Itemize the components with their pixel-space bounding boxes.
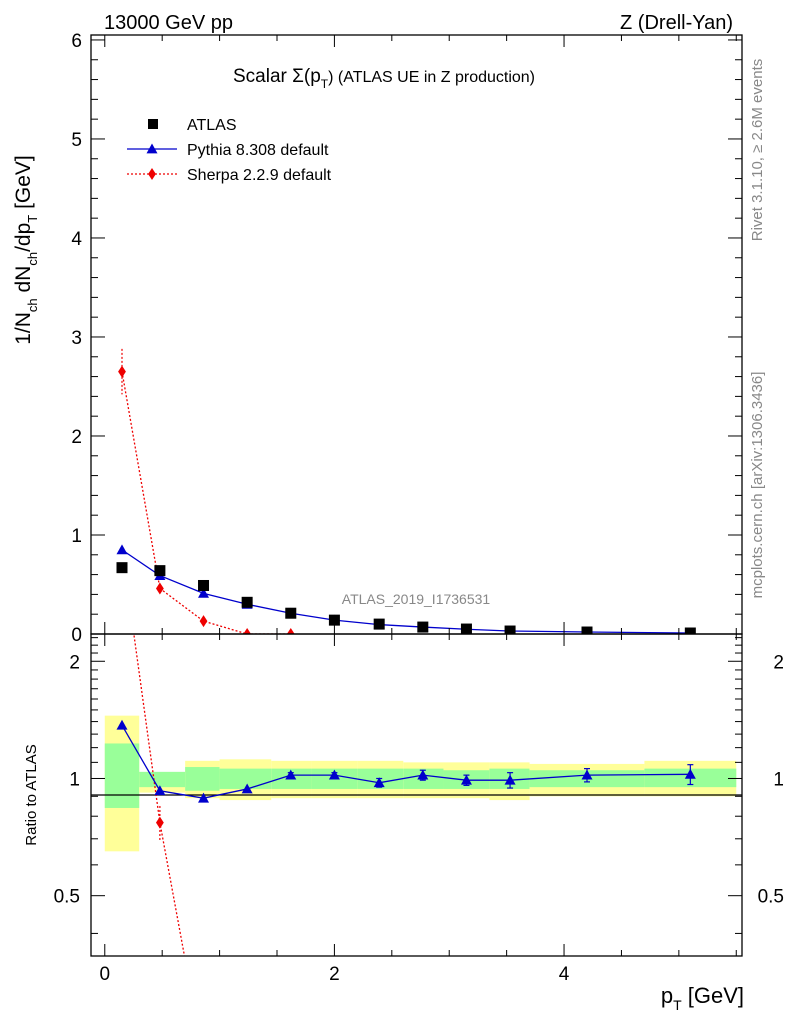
legend-entry: Sherpa 2.2.9 default bbox=[127, 167, 332, 184]
atlas-point bbox=[285, 607, 297, 619]
ratio-y-tick-label-right: 1 bbox=[773, 769, 784, 790]
sherpa-point bbox=[155, 582, 164, 595]
mcplots-label: mcplots.cern.ch [arXiv:1306.3436] bbox=[749, 372, 766, 599]
pythia-ratio-line bbox=[121, 724, 691, 799]
xlabel-p: p bbox=[661, 983, 673, 1008]
legend-entry: ATLAS bbox=[148, 117, 237, 134]
sherpa-point bbox=[243, 628, 252, 634]
rivet-label: Rivet 3.1.10, ≥ 2.6M events bbox=[749, 59, 766, 242]
sherpa-point bbox=[199, 615, 208, 628]
ratio-band-green bbox=[219, 768, 272, 789]
pythia-point bbox=[198, 587, 210, 598]
process-label: Z (Drell-Yan) bbox=[620, 12, 733, 34]
ratio-plot-layer bbox=[116, 634, 696, 956]
atlas-point bbox=[581, 626, 593, 634]
ylabel-c: /dp bbox=[12, 223, 35, 252]
ylabel-b: dN bbox=[12, 266, 35, 299]
main-y-tick-label: 4 bbox=[71, 229, 82, 250]
atlas-point bbox=[116, 562, 128, 574]
sherpa-point bbox=[286, 628, 295, 634]
pythia-ratio-point bbox=[285, 769, 297, 780]
xlabel-unit: [GeV] bbox=[682, 983, 744, 1008]
atlas-point bbox=[154, 565, 166, 577]
energy-label: 13000 GeV pp bbox=[104, 12, 233, 34]
analysis-watermark: ATLAS_2019_I1736531 bbox=[342, 591, 491, 607]
sherpa-point bbox=[118, 365, 126, 378]
atlas-point bbox=[504, 625, 516, 634]
plot-title-suffix: ) (ATLAS UE in Z production) bbox=[328, 69, 535, 86]
plot-title-sub: T bbox=[321, 77, 329, 91]
x-tick-label: 4 bbox=[559, 964, 570, 985]
ratio-band-green bbox=[185, 767, 220, 791]
atlas-point bbox=[241, 596, 253, 608]
legend-marker-sherpa bbox=[148, 168, 156, 180]
pythia-ratio-point bbox=[373, 777, 385, 788]
ylabel-b-sub: ch bbox=[25, 252, 40, 266]
pythia-ratio-point bbox=[241, 783, 253, 794]
atlas-point bbox=[460, 623, 472, 634]
pythia-ratio-point bbox=[460, 774, 472, 785]
atlas-point bbox=[684, 627, 696, 634]
sherpa-ratio-point bbox=[155, 816, 164, 829]
plot-title-prefix: Scalar bbox=[233, 66, 292, 87]
axis-ticks bbox=[91, 35, 742, 956]
pythia-ratio-point bbox=[504, 774, 516, 785]
axis-tick-labels: 0 2 4 0 1 2 3 4 5 6 0.5 0.5 1 1 2 2 bbox=[54, 31, 784, 985]
legend-marker-pythia bbox=[146, 143, 158, 154]
ylabel-d: [GeV] bbox=[12, 155, 35, 215]
main-y-tick-label: 1 bbox=[71, 526, 82, 547]
legend-label: Pythia 8.308 default bbox=[187, 142, 329, 159]
pythia-ratio-point bbox=[154, 785, 166, 796]
ratio-plot-frame bbox=[90, 633, 743, 957]
atlas-point bbox=[373, 618, 385, 630]
legend-label: Sherpa 2.2.9 default bbox=[187, 167, 332, 184]
main-y-tick-label: 5 bbox=[71, 130, 82, 151]
xlabel-sub: T bbox=[673, 997, 682, 1013]
pythia-ratio-point bbox=[417, 769, 429, 780]
x-tick-label: 2 bbox=[329, 964, 340, 985]
pythia-ratio-point bbox=[116, 719, 128, 730]
ratio-y-axis-label: Ratio to ATLAS bbox=[23, 744, 40, 845]
pythia-line bbox=[121, 549, 691, 634]
main-y-tick-label: 3 bbox=[71, 328, 82, 349]
ratio-y-tick-label-left: 2 bbox=[69, 652, 80, 673]
pythia-ratio-point bbox=[581, 769, 593, 780]
legend-marker-atlas bbox=[148, 119, 158, 129]
main-y-tick-label: 6 bbox=[71, 31, 82, 52]
legend-label: ATLAS bbox=[187, 117, 237, 134]
ratio-y-tick-label-right: 2 bbox=[773, 652, 784, 673]
x-axis-label: pT [GeV] bbox=[661, 983, 744, 1013]
main-y-axis-label: 1/Nch dNch/dpT [GeV] bbox=[12, 155, 40, 345]
atlas-point bbox=[198, 579, 210, 591]
ratio-y-tick-label-left: 0.5 bbox=[54, 887, 80, 908]
ratio-band-green bbox=[104, 743, 140, 808]
pythia-ratio-point bbox=[328, 769, 340, 780]
pythia-point bbox=[116, 544, 128, 555]
legend: ATLAS Pythia 8.308 default Sherpa 2.2.9 de… bbox=[127, 117, 332, 184]
legend-entry: Pythia 8.308 default bbox=[127, 142, 329, 159]
atlas-point bbox=[328, 614, 340, 626]
ratio-uncertainty-bands bbox=[104, 715, 737, 852]
x-tick-label: 0 bbox=[99, 964, 110, 985]
ylabel-a: 1/N bbox=[12, 312, 35, 345]
ylabel-c-sub: T bbox=[25, 215, 40, 223]
ylabel-a-sub: ch bbox=[25, 298, 40, 312]
pythia-ratio-point bbox=[198, 792, 210, 803]
main-plot-layer bbox=[116, 348, 696, 634]
ratio-y-tick-label-right: 0.5 bbox=[758, 887, 784, 908]
main-y-tick-label: 2 bbox=[71, 427, 82, 448]
ratio-y-tick-label-left: 1 bbox=[69, 769, 80, 790]
pythia-ratio-point bbox=[684, 768, 696, 779]
main-y-tick-label: 0 bbox=[71, 625, 82, 646]
atlas-point bbox=[417, 621, 429, 633]
plot-title: Scalar Σ(pT) (ATLAS UE in Z production) bbox=[233, 66, 535, 91]
ratio-band-green bbox=[139, 771, 186, 788]
plot-title-sigma: Σ(p bbox=[292, 66, 321, 87]
